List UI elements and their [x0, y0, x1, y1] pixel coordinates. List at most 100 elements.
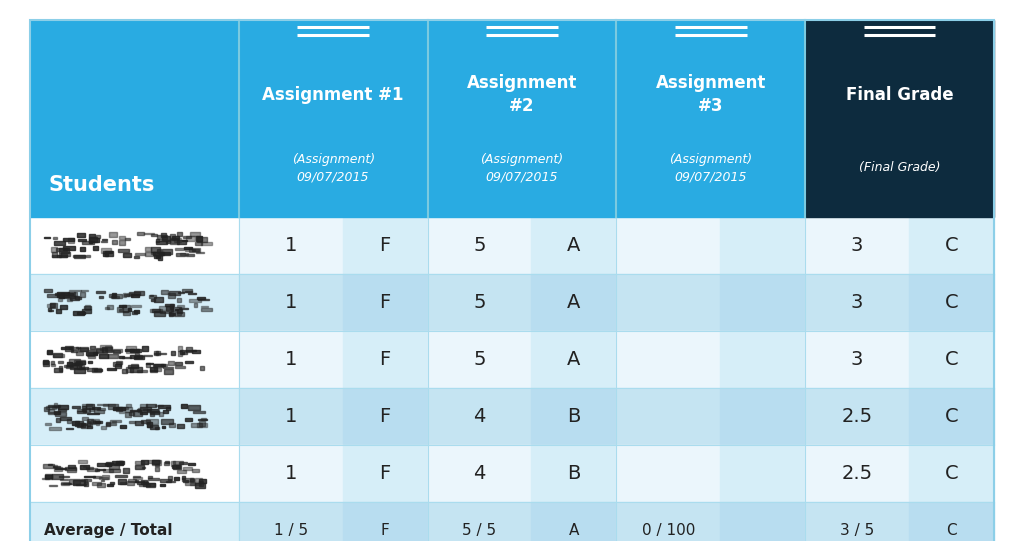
Bar: [54, 241, 65, 245]
Bar: [194, 304, 197, 307]
Bar: [164, 462, 169, 465]
Bar: [78, 423, 85, 427]
Bar: [155, 298, 163, 302]
Bar: [113, 349, 122, 352]
Bar: [185, 249, 196, 250]
Bar: [128, 479, 136, 482]
Bar: [93, 352, 96, 353]
Bar: [101, 241, 108, 242]
Bar: [176, 465, 179, 468]
Bar: [76, 484, 86, 485]
Bar: [82, 417, 88, 420]
Bar: [160, 412, 163, 415]
Bar: [200, 421, 206, 426]
Text: Assignment
#3: Assignment #3: [655, 75, 766, 115]
Bar: [85, 306, 91, 309]
Bar: [191, 423, 202, 427]
Bar: [166, 241, 170, 243]
Bar: [195, 478, 203, 482]
Bar: [51, 360, 54, 364]
Bar: [126, 367, 133, 372]
Bar: [118, 249, 129, 253]
Bar: [131, 306, 141, 307]
Text: F: F: [380, 293, 391, 312]
Bar: [77, 361, 85, 365]
Bar: [75, 297, 81, 299]
Bar: [177, 232, 181, 236]
Bar: [146, 483, 156, 487]
Bar: [138, 484, 150, 486]
Bar: [154, 353, 166, 354]
Bar: [154, 311, 165, 316]
Bar: [123, 293, 126, 296]
Bar: [169, 291, 180, 295]
Bar: [173, 465, 180, 469]
Bar: [171, 461, 175, 466]
Bar: [133, 478, 142, 479]
Bar: [428, 217, 531, 274]
Text: F: F: [381, 523, 389, 538]
Bar: [59, 417, 71, 420]
Bar: [147, 422, 152, 427]
Text: C: C: [945, 236, 958, 255]
Bar: [105, 346, 112, 351]
Bar: [199, 299, 209, 300]
Text: Average / Total: Average / Total: [44, 523, 172, 538]
Bar: [67, 419, 72, 423]
Bar: [126, 404, 131, 407]
Bar: [48, 405, 60, 407]
Bar: [61, 482, 69, 485]
Bar: [157, 352, 160, 355]
Bar: [119, 407, 128, 408]
Bar: [159, 405, 170, 407]
Bar: [49, 309, 53, 311]
Bar: [46, 406, 56, 409]
Bar: [172, 236, 178, 240]
Bar: [136, 370, 147, 372]
Bar: [153, 460, 161, 465]
Bar: [140, 404, 147, 407]
Bar: [96, 421, 99, 425]
Text: 1: 1: [285, 236, 297, 255]
Bar: [176, 240, 186, 243]
Bar: [185, 291, 191, 293]
Bar: [182, 352, 187, 354]
Bar: [165, 461, 169, 463]
Bar: [146, 424, 151, 427]
Bar: [87, 467, 97, 471]
Bar: [161, 233, 166, 237]
Bar: [155, 464, 159, 466]
Bar: [181, 476, 185, 479]
Bar: [141, 460, 147, 464]
Bar: [193, 469, 199, 472]
Bar: [105, 252, 113, 256]
Text: A: A: [567, 293, 581, 312]
Bar: [54, 411, 59, 414]
Bar: [78, 348, 88, 351]
Bar: [55, 468, 67, 469]
Bar: [94, 410, 104, 413]
Bar: [616, 388, 720, 445]
Bar: [805, 445, 909, 502]
Bar: [805, 331, 909, 388]
Bar: [120, 411, 124, 413]
Bar: [124, 467, 129, 473]
Bar: [109, 353, 118, 358]
Bar: [75, 360, 85, 364]
Bar: [57, 292, 69, 297]
Bar: [63, 295, 75, 298]
Bar: [53, 403, 57, 407]
Bar: [123, 253, 131, 258]
Text: B: B: [567, 464, 581, 483]
Bar: [96, 349, 103, 352]
Bar: [60, 479, 69, 480]
Bar: [49, 427, 61, 430]
Bar: [47, 308, 51, 312]
Bar: [60, 483, 71, 484]
Text: 2.5: 2.5: [842, 464, 872, 483]
Bar: [182, 478, 195, 481]
Bar: [60, 305, 68, 309]
Bar: [157, 241, 168, 243]
Bar: [161, 312, 171, 313]
Bar: [145, 419, 158, 424]
